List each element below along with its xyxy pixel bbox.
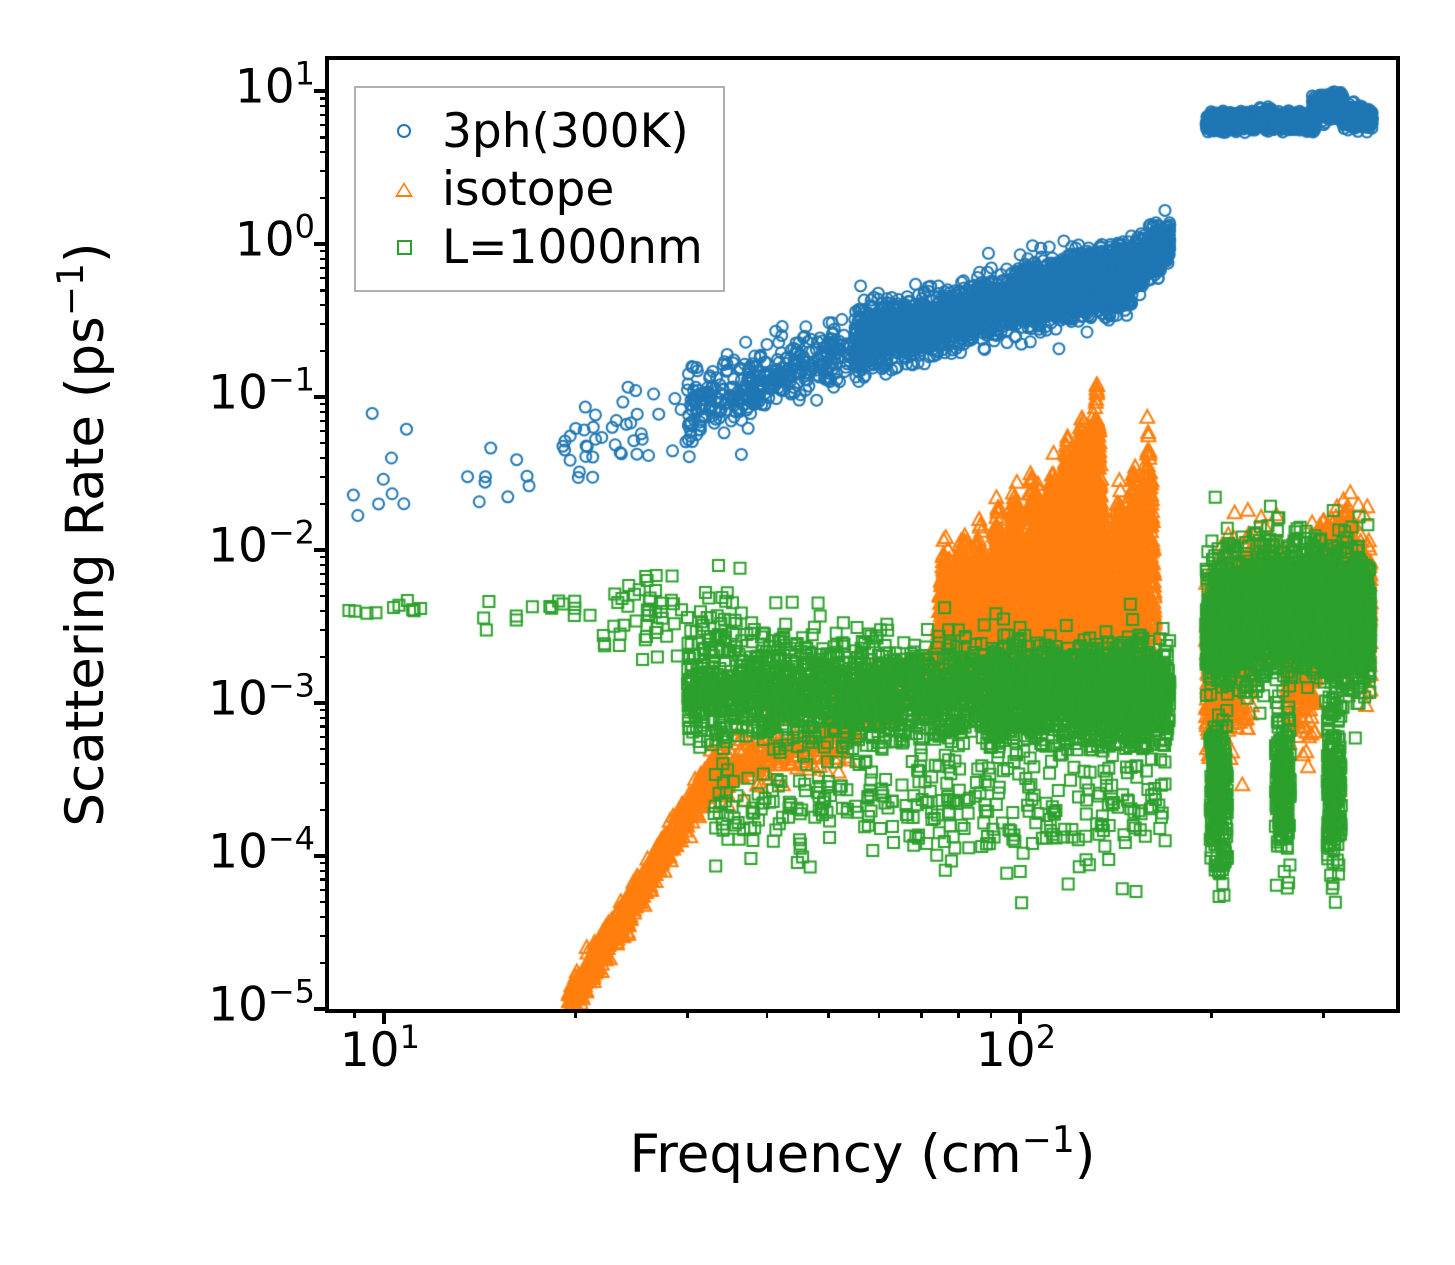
y-tick-mark [320,104,329,108]
y-tick-mark [314,395,329,399]
y-tick-mark [320,609,329,613]
y-tick-mark [320,861,329,865]
y-tick-mark [320,878,329,882]
y-tick-mark [320,196,329,200]
y-tick-mark [320,708,329,712]
y-tick-mark [320,572,329,576]
y-tick-mark [320,96,329,100]
y-tick-mark [320,429,329,433]
x-tick-mark [1210,1009,1213,1018]
y-axis-label: Scattering Rate (ps−1) [50,242,116,827]
y-tick-mark [314,854,329,858]
x-tick-mark [765,1009,769,1018]
x-tick-mark [1322,1009,1325,1018]
x-tick-mark [877,1009,881,1018]
circle-marker-icon [372,124,436,138]
y-tick-mark [314,242,329,246]
y-tick-mark [320,747,329,751]
x-tick-mark [1018,1009,1022,1024]
legend-label-boundary: L=1000nm [442,219,703,275]
x-axis-label: Frequency (cm−1) [629,1119,1096,1185]
y-tick-mark [320,475,329,479]
y-tick-mark [320,582,329,586]
y-tick-label: 10−3 [208,666,315,727]
y-tick-mark [320,456,329,460]
legend-item-boundary[interactable]: L=1000nm [372,218,703,276]
triangle-marker-icon [372,181,436,197]
y-tick-mark [320,716,329,720]
y-tick-mark [320,113,329,117]
y-tick-mark [320,628,329,632]
y-tick-label: 100 [234,207,315,268]
x-tick-mark [827,1009,830,1018]
y-tick-mark [320,410,329,414]
y-tick-mark [320,563,329,567]
y-tick-label: 10−1 [208,360,315,421]
plot-axes-frame: 3ph(300K) isotope L=1000nm [314,56,1400,1024]
legend-label-3ph: 3ph(300K) [442,103,689,159]
y-tick-mark [320,869,329,873]
y-tick-mark [320,419,329,423]
y-tick-label: 10−4 [208,819,315,880]
y-tick-mark [314,701,329,705]
square-marker-icon [372,239,436,255]
y-tick-mark [314,89,329,94]
x-tick-mark [920,1009,923,1018]
y-tick-mark [320,402,329,406]
y-tick-mark [320,915,329,919]
chart-legend: 3ph(300K) isotope L=1000nm [354,86,725,292]
y-tick-mark [320,276,329,280]
y-tick-mark [320,735,329,739]
y-tick-mark [320,655,329,659]
y-tick-label: 10−2 [208,513,315,574]
y-tick-mark [320,725,329,729]
y-tick-mark [314,1007,329,1011]
y-tick-label: 10−5 [208,972,315,1033]
y-tick-mark [320,762,329,766]
y-tick-mark [320,900,329,904]
y-tick-mark [320,934,329,938]
legend-item-3ph[interactable]: 3ph(300K) [372,102,703,160]
y-tick-mark [320,123,329,127]
y-tick-mark [320,303,329,307]
y-tick-mark [320,257,329,261]
y-tick-mark [320,888,329,892]
x-tick-mark [574,1009,577,1018]
y-tick-mark [320,135,329,139]
x-tick-label: 102 [975,1018,1057,1078]
y-tick-mark [320,781,329,785]
y-tick-mark [320,249,329,253]
y-tick-mark [320,349,329,353]
y-tick-mark [320,441,329,445]
x-tick-mark [989,1009,993,1018]
legend-label-isotope: isotope [442,161,615,217]
y-tick-label: 101 [234,54,315,115]
y-tick-mark [320,502,329,506]
y-tick-mark [314,548,329,552]
y-tick-mark [320,322,329,326]
x-tick-mark [382,1009,386,1024]
y-tick-mark [320,808,329,812]
y-tick-mark [320,266,329,270]
y-tick-mark [320,288,329,292]
y-tick-mark [320,555,329,559]
x-tick-mark [957,1009,960,1018]
y-tick-mark [320,961,329,965]
y-tick-mark [320,594,329,598]
y-tick-mark [320,169,329,173]
x-tick-mark [353,1009,356,1018]
x-tick-label: 101 [339,1018,420,1078]
x-tick-mark [686,1009,689,1018]
y-tick-mark [320,150,329,154]
legend-item-isotope[interactable]: isotope [372,160,703,218]
